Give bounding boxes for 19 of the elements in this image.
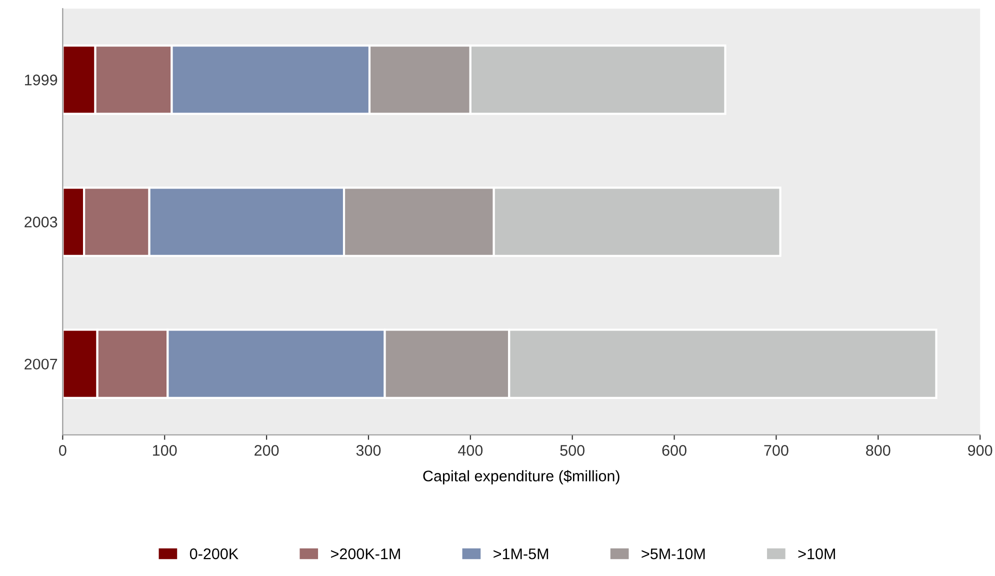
legend-label: 0-200K <box>190 548 238 560</box>
x-tick-label: 100 <box>153 445 177 456</box>
y-tick-label: 2007 <box>24 358 58 370</box>
x-tick-label: 900 <box>968 445 992 456</box>
x-tick-label: 400 <box>458 445 483 456</box>
x-tick-label: 700 <box>764 445 788 456</box>
x-tick-label: 200 <box>254 445 279 456</box>
x-tick-label: 600 <box>662 445 686 456</box>
legend-label: >200K-1M <box>331 548 400 560</box>
legend-label: >10M <box>798 548 835 560</box>
x-tick-label: 800 <box>866 445 890 456</box>
y-tick-label: 2003 <box>24 216 58 228</box>
x-tick-label: 300 <box>356 445 381 456</box>
legend-label: >5M-10M <box>642 548 705 560</box>
x-tick-label: 0 <box>59 445 66 456</box>
legend-label: >1M-5M <box>494 548 548 560</box>
y-tick-label: 1999 <box>25 74 58 86</box>
x-axis-title: Capital expenditure ($million) <box>423 470 620 484</box>
x-tick-label: 500 <box>560 445 584 456</box>
